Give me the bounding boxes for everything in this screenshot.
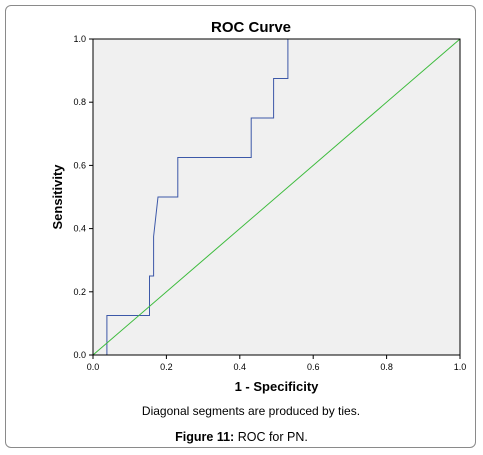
y-tick-label: 0.4 <box>73 224 86 234</box>
y-tick-label: 1.0 <box>73 34 86 44</box>
y-ticks: 0.0 0.2 0.4 0.6 0.8 1.0 <box>73 34 93 360</box>
x-tick-label: 1.0 <box>454 362 467 372</box>
x-tick-label: 0.2 <box>160 362 173 372</box>
ties-note: Diagonal segments are produced by ties. <box>142 404 360 418</box>
x-axis-label: 1 - Specificity <box>235 379 320 394</box>
figure-caption: Figure 11: ROC for PN. <box>0 430 483 444</box>
chart-title: ROC Curve <box>211 19 291 36</box>
caption-text: ROC for PN. <box>237 430 308 444</box>
y-tick-label: 0.8 <box>73 97 86 107</box>
x-tick-label: 0.4 <box>234 362 247 372</box>
caption-label: Figure 11: <box>175 430 235 444</box>
plot-border <box>92 38 461 356</box>
y-axis-label: Sensitivity <box>50 164 65 230</box>
y-tick-label: 0.6 <box>73 160 86 170</box>
y-tick-label: 0.0 <box>73 350 86 360</box>
x-tick-label: 0.0 <box>87 362 100 372</box>
x-tick-label: 0.6 <box>307 362 320 372</box>
x-tick-label: 0.8 <box>380 362 393 372</box>
reference-diagonal-line <box>92 38 461 356</box>
y-tick-label: 0.2 <box>73 287 86 297</box>
roc-curve-line <box>93 38 460 356</box>
series-layer <box>92 38 461 356</box>
x-ticks: 0.0 0.2 0.4 0.6 0.8 1.0 <box>87 355 467 372</box>
